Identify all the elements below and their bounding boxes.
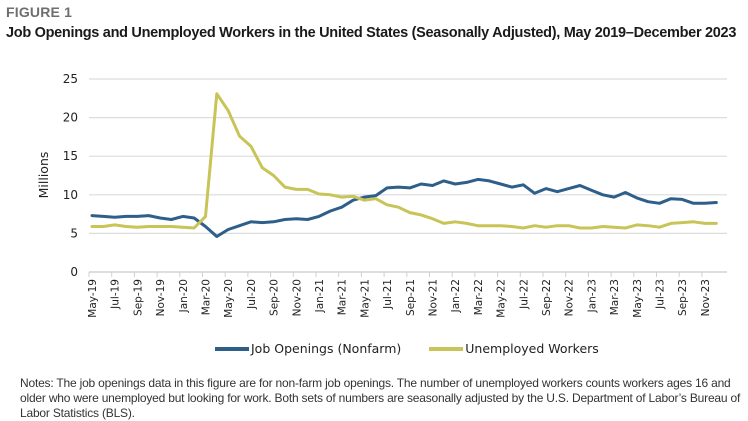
x-tick-label: Sep-19 <box>132 279 144 316</box>
x-tick-label: Mar-20 <box>201 279 213 315</box>
figure-notes: Notes: The job openings data in this fig… <box>20 376 741 420</box>
x-tick-label: Jan-21 <box>314 279 326 313</box>
series-line-job-openings <box>90 177 718 238</box>
y-tick-label: 25 <box>63 72 78 86</box>
y-tick-label: 20 <box>63 111 78 125</box>
x-axis: May-19 Jul-19 Sep-19 Nov-19 Jan-20 Mar-20 May-… <box>87 271 727 318</box>
figure-label: FIGURE 1 <box>6 4 73 20</box>
legend-swatch-unemployed <box>429 346 464 351</box>
y-tick-label: 0 <box>70 265 78 279</box>
x-tick-label: May-19 <box>87 279 99 318</box>
x-tick-label: Sep-23 <box>677 279 689 316</box>
y-tick-label: 15 <box>63 149 78 163</box>
x-tick-label: Sep-21 <box>405 279 417 316</box>
x-tick-label: Nov-21 <box>428 279 440 316</box>
x-tick-label: Nov-19 <box>155 279 167 316</box>
legend: Job Openings (Nonfarm) Unemployed Worker… <box>215 341 599 356</box>
x-tick-label: Sep-20 <box>269 279 281 316</box>
y-tick-label: 10 <box>63 188 78 202</box>
x-tick-label: Nov-20 <box>291 279 303 316</box>
chart-title: Job Openings and Unemployed Workers in t… <box>6 25 737 41</box>
x-tick-label: Sep-22 <box>541 279 553 316</box>
x-tick-label: Nov-23 <box>700 279 712 316</box>
legend-item-job-openings: Job Openings (Nonfarm) <box>215 341 401 356</box>
legend-label-job-openings: Job Openings (Nonfarm) <box>251 341 402 356</box>
x-tick-label: Jan-20 <box>178 279 190 313</box>
x-tick-label: May-23 <box>632 279 644 318</box>
x-tick-label: Jul-23 <box>655 279 667 310</box>
x-tick-label: Jul-21 <box>382 279 394 310</box>
x-tick-label: Jan-22 <box>450 279 462 313</box>
x-tick-label: Jul-20 <box>246 279 258 310</box>
y-axis-ticks: 0 5 10 15 20 25 <box>63 72 78 279</box>
x-tick-label: Jul-22 <box>518 279 530 310</box>
x-tick-label: Mar-23 <box>609 279 621 315</box>
y-axis-label: Millions <box>36 152 51 199</box>
x-tick-label: Mar-22 <box>473 279 485 315</box>
x-tick-label: May-20 <box>223 279 235 318</box>
x-tick-label: Jan-23 <box>586 279 598 313</box>
series-line-unemployed-workers <box>90 92 718 230</box>
legend-label-unemployed: Unemployed Workers <box>465 341 599 356</box>
x-tick-label: Nov-22 <box>564 279 576 316</box>
x-tick-label: Mar-21 <box>337 279 349 315</box>
series-lines <box>90 92 718 238</box>
y-tick-label: 5 <box>70 226 78 240</box>
legend-swatch-job-openings <box>215 346 249 351</box>
x-tick-label: May-21 <box>359 279 371 318</box>
legend-item-unemployed: Unemployed Workers <box>429 341 599 356</box>
x-tick-label: Jul-19 <box>110 279 122 310</box>
line-chart: 0 5 10 15 20 25 Millions May-19 Jul-19 Sep-19 No… <box>36 72 727 318</box>
x-tick-label: May-22 <box>496 279 508 318</box>
gridlines <box>89 78 727 273</box>
